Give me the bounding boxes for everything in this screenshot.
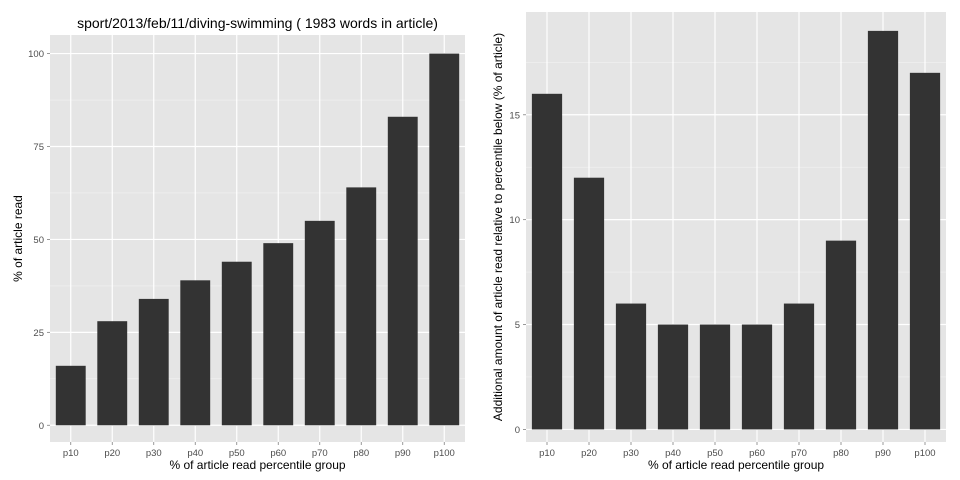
bar-p20 (573, 177, 605, 430)
bar-p30 (138, 298, 169, 426)
left-chart-y-axis-label: % of article read (11, 195, 25, 282)
x-tick-label-p20: p20 (581, 448, 597, 459)
bar-p100 (909, 72, 941, 430)
x-tick-label-p100: p100 (914, 448, 935, 459)
bar-p50 (221, 261, 252, 426)
x-tick-label-p50: p50 (229, 448, 245, 459)
x-tick-label-p10: p10 (539, 448, 555, 459)
left-chart-title: sport/2013/feb/11/diving-swimming ( 1983… (77, 15, 438, 31)
bar-p40 (657, 324, 689, 430)
bar-p10 (55, 365, 86, 426)
bar-p70 (304, 220, 335, 426)
bar-p10 (531, 93, 563, 430)
y-tick-label: 10 (509, 215, 520, 226)
x-tick-label-p90: p90 (395, 448, 411, 459)
x-tick-label-p30: p30 (623, 448, 639, 459)
bar-p80 (825, 240, 857, 430)
x-tick-label-p50: p50 (707, 448, 723, 459)
x-tick-label-p70: p70 (312, 448, 328, 459)
x-tick-label-p40: p40 (665, 448, 681, 459)
x-tick-label-p90: p90 (875, 448, 891, 459)
y-tick-label: 5 (515, 320, 520, 331)
bar-p70 (783, 303, 815, 430)
y-tick-label: 0 (39, 421, 44, 432)
x-tick-label-p70: p70 (791, 448, 807, 459)
x-tick-label-p60: p60 (749, 448, 765, 459)
bar-p60 (741, 324, 773, 430)
bar-p30 (615, 303, 647, 430)
x-tick-label-p20: p20 (104, 448, 120, 459)
right-chart: 0 5 10 15 p10 p20 p30 p40 p50 p60 p70 p80 p90 p100 %… (491, 12, 946, 472)
x-tick-label-p80: p80 (833, 448, 849, 459)
right-chart-y-axis-label: Additional amount of article read relati… (491, 33, 505, 421)
left-chart: 0 25 50 75 100 p10 p20 p30 p40 p50 p60 p70 p80 p90 p1… (11, 15, 465, 472)
bar-p50 (699, 324, 731, 430)
left-chart-x-axis-label: % of article read percentile group (169, 458, 345, 472)
x-tick-label-p100: p100 (434, 448, 455, 459)
y-tick-label: 75 (33, 142, 44, 153)
right-chart-x-axis-label: % of article read percentile group (648, 458, 824, 472)
bar-p100 (429, 53, 460, 426)
x-tick-label-p10: p10 (63, 448, 79, 459)
bar-p90 (867, 30, 899, 430)
y-tick-label: 15 (509, 110, 520, 121)
y-tick-label: 25 (33, 328, 44, 339)
bar-p40 (180, 280, 211, 426)
bar-p90 (387, 116, 418, 426)
x-tick-label-p40: p40 (187, 448, 203, 459)
y-tick-label: 100 (28, 49, 44, 60)
bar-p80 (346, 187, 377, 426)
bar-p20 (97, 321, 128, 426)
x-tick-label-p60: p60 (270, 448, 286, 459)
bar-p60 (263, 243, 294, 426)
y-tick-label: 0 (515, 425, 520, 436)
x-tick-label-p30: p30 (146, 448, 162, 459)
y-tick-label: 50 (33, 235, 44, 246)
x-tick-label-p80: p80 (353, 448, 369, 459)
